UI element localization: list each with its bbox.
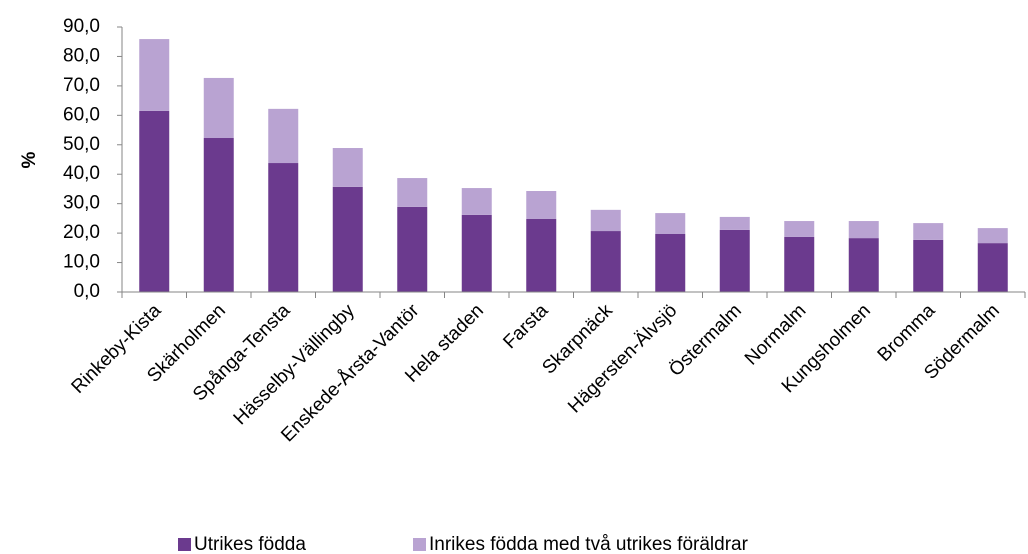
- bar-segment: [719, 229, 750, 292]
- bar-segment: [977, 243, 1008, 292]
- y-tick-label: 80,0: [63, 45, 100, 66]
- bar-segment: [461, 214, 492, 292]
- bar-segment: [203, 77, 234, 139]
- bar-segment: [332, 186, 363, 292]
- bar-segment: [913, 223, 944, 240]
- bar-segment: [655, 213, 686, 234]
- bar-segment: [203, 138, 234, 292]
- bar-segment: [655, 233, 686, 292]
- y-tick-label: 90,0: [63, 16, 100, 37]
- legend-label: Utrikes födda: [194, 534, 306, 554]
- x-tick-label: Farsta: [499, 300, 552, 353]
- bar-segment: [268, 163, 299, 292]
- x-tick-label: Bromma: [874, 300, 940, 366]
- bar-segment: [784, 236, 815, 292]
- x-tick-label: Hägersten-Älvsjö: [564, 300, 681, 417]
- y-tick-label: 30,0: [63, 193, 100, 214]
- bar-segment: [139, 110, 170, 293]
- bar-segment: [461, 188, 492, 215]
- legend-swatch: [413, 538, 426, 551]
- y-tick-label: 50,0: [63, 134, 100, 155]
- bar-segment: [848, 238, 879, 292]
- legend-swatch: [178, 538, 191, 551]
- bar-segment: [397, 178, 428, 207]
- y-tick-label: 40,0: [63, 163, 100, 184]
- bar-segment: [526, 218, 557, 292]
- bar-segment: [590, 209, 621, 232]
- x-tick-label: Rinkeby-Kista: [68, 300, 166, 398]
- bar-segment: [397, 206, 428, 292]
- bar-segment: [719, 216, 750, 230]
- y-tick-label: 70,0: [63, 75, 100, 96]
- y-tick-label: 20,0: [63, 222, 100, 243]
- bar-segment: [848, 221, 879, 239]
- legend-label: Inrikes födda med två utrikes föräldrar: [429, 534, 749, 554]
- bar-segment: [784, 221, 815, 237]
- bar-segment: [139, 39, 170, 111]
- bar-segment: [590, 231, 621, 292]
- bar-segment: [526, 191, 557, 219]
- bar-segment: [332, 148, 363, 187]
- y-tick-label: 10,0: [63, 252, 100, 273]
- y-axis-label: %: [19, 151, 40, 168]
- bar-segment: [913, 239, 944, 292]
- y-tick-label: 60,0: [63, 104, 100, 125]
- x-tick-label: Hässelby-Vällingby: [230, 300, 359, 429]
- bar-segment: [268, 108, 299, 164]
- bar-segment: [977, 228, 1008, 244]
- y-tick-label: 0,0: [74, 281, 100, 302]
